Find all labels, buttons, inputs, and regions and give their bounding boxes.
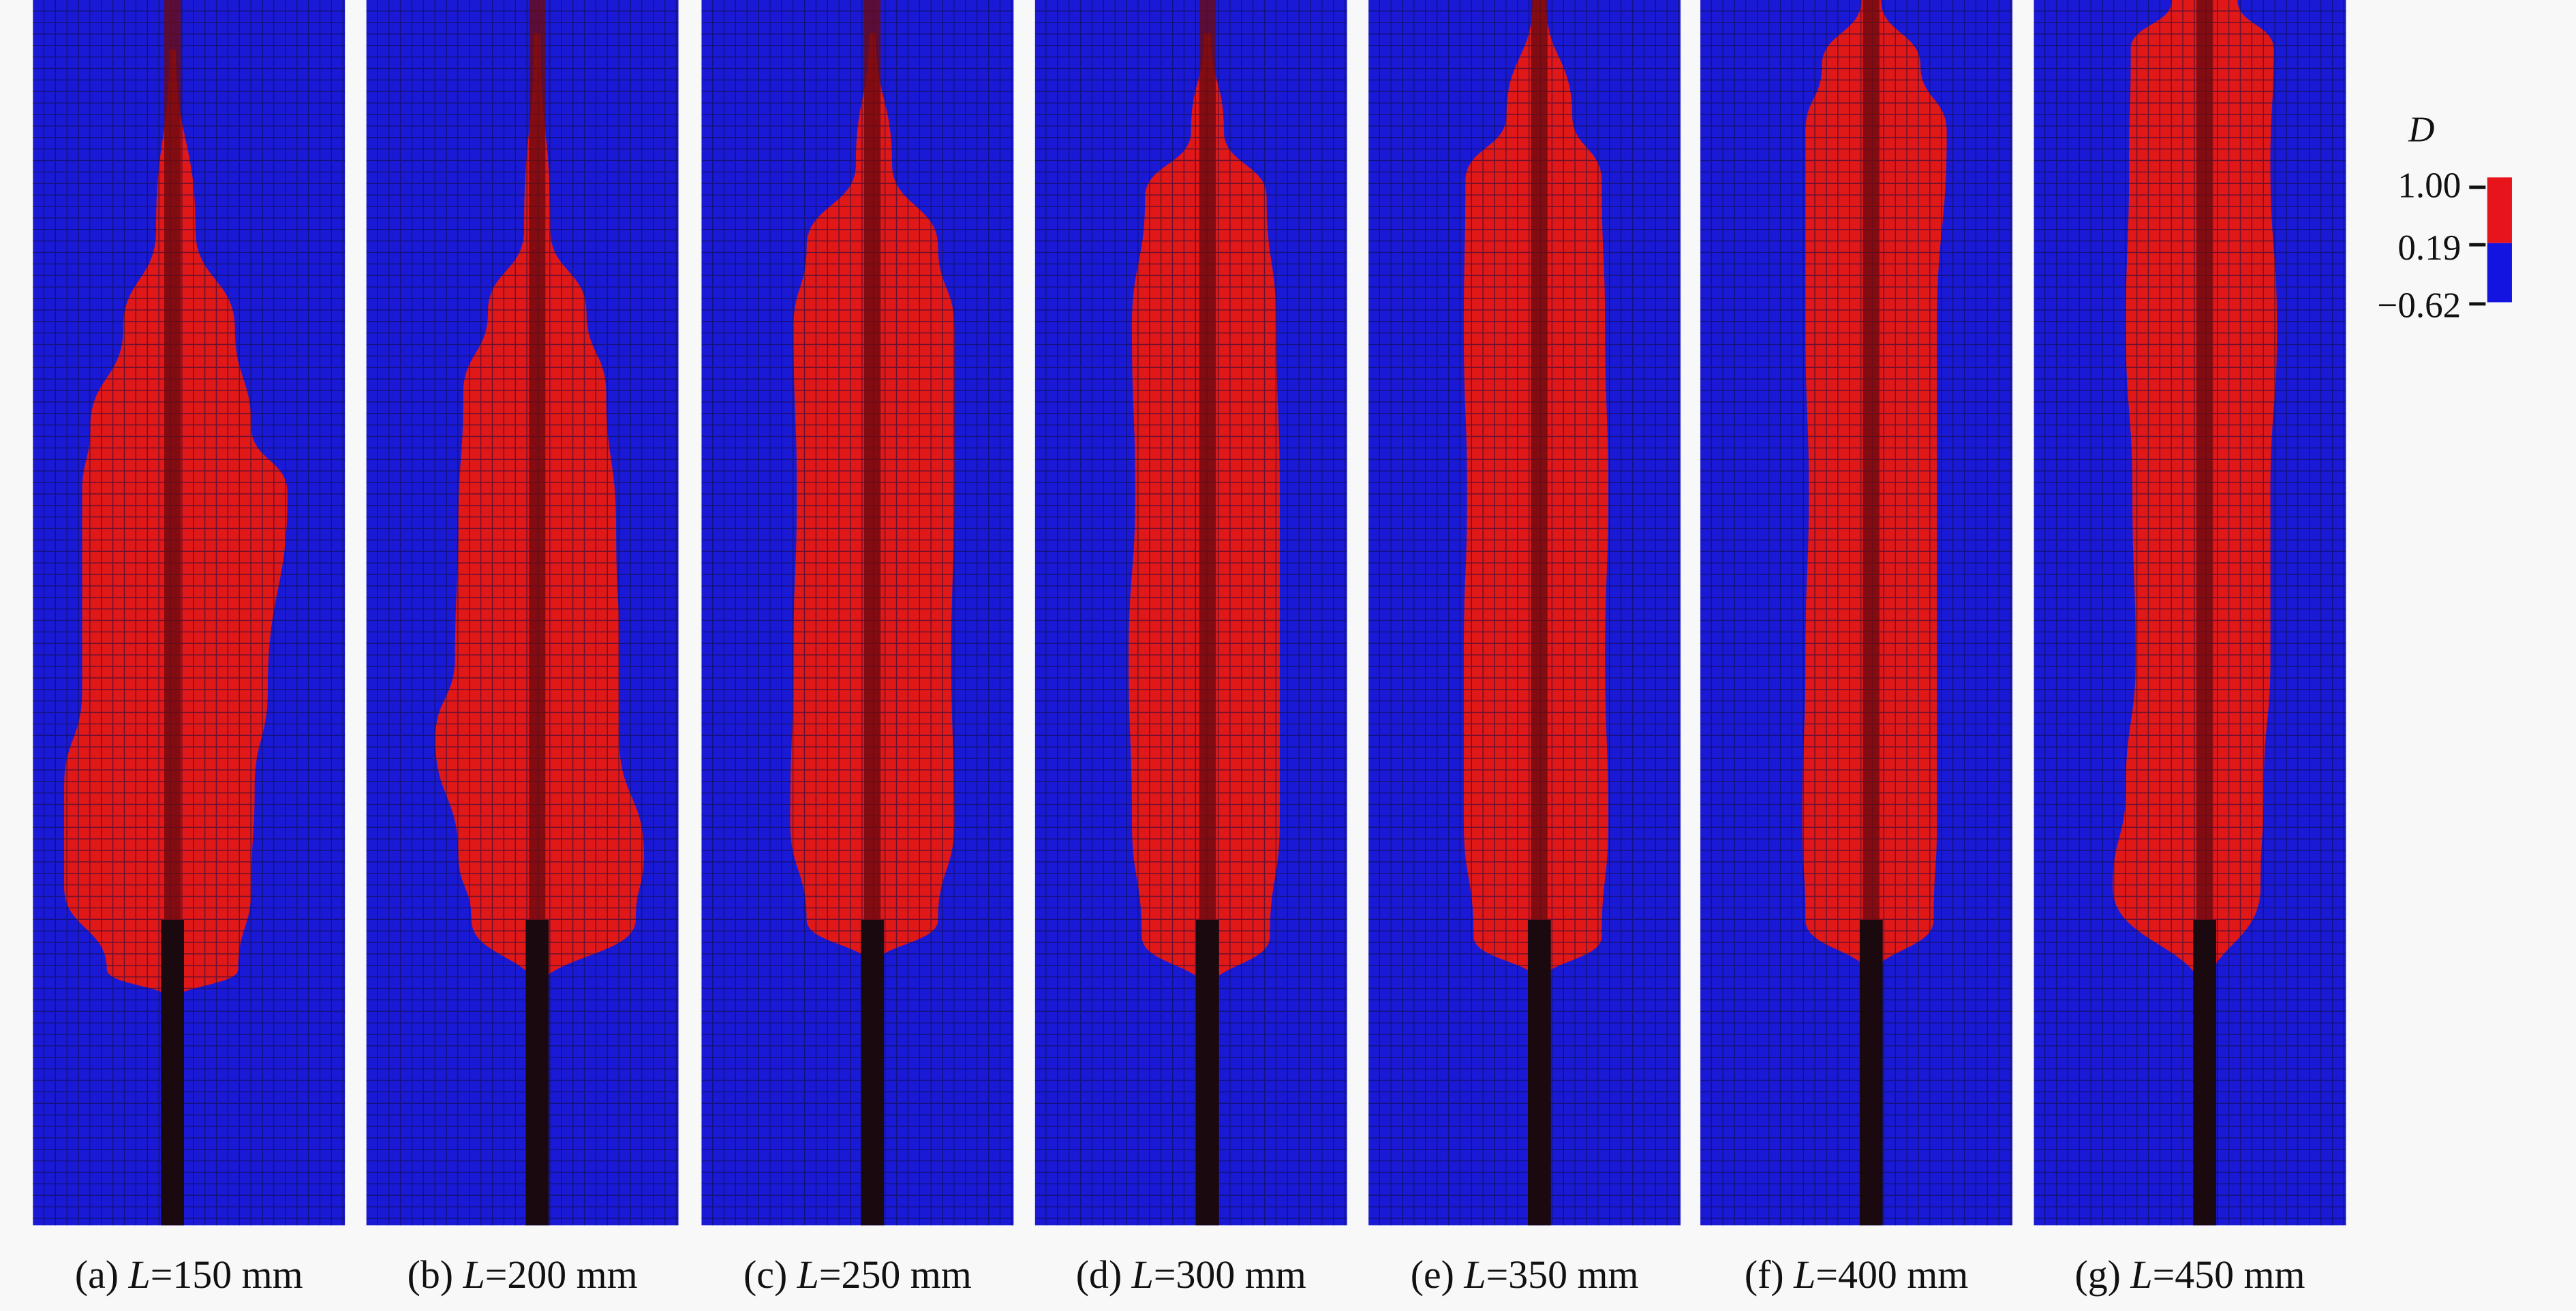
caption-label: (d) [1075, 1254, 1132, 1298]
caption-value: =300 mm [1153, 1254, 1306, 1298]
mesh-grid [701, 0, 1014, 1226]
panel-caption: (b) L=200 mm [333, 1255, 711, 1299]
caption-value: =250 mm [818, 1254, 972, 1298]
caption-variable: L [128, 1254, 151, 1298]
caption-value: =200 mm [485, 1254, 638, 1298]
caption-label: (e) [1410, 1254, 1465, 1298]
caption-variable: L [1464, 1254, 1486, 1298]
damage-panel-e [1368, 0, 1681, 1226]
legend-color-red [2487, 177, 2512, 243]
caption-variable: L [797, 1254, 819, 1298]
mesh-grid [2034, 0, 2346, 1226]
caption-label: (g) [2074, 1254, 2131, 1298]
anchor-rod-free [525, 919, 549, 1226]
damage-panel-f [1700, 0, 2013, 1226]
panel-caption: (a) L=150 mm [0, 1255, 378, 1299]
caption-value: =150 mm [150, 1254, 303, 1298]
anchor-rod-embedded [1862, 0, 1880, 929]
mesh-grid [1700, 0, 2013, 1226]
damage-panel-g [2034, 0, 2346, 1226]
caption-variable: L [1131, 1254, 1154, 1298]
anchor-rod-free [1527, 919, 1551, 1226]
panel-caption: (f) L=400 mm [1668, 1255, 2045, 1299]
caption-label: (a) [74, 1254, 129, 1298]
legend-tick-min: −0.62 [2377, 284, 2462, 326]
damage-panel-a [33, 0, 346, 1226]
legend-color-blue [2487, 243, 2512, 303]
legend-mark [2469, 302, 2486, 306]
mesh-grid [1368, 0, 1681, 1226]
anchor-rod-free [161, 919, 184, 1226]
panel-caption: (g) L=450 mm [2001, 1255, 2378, 1299]
damage-panel-d [1034, 0, 1347, 1226]
caption-label: (c) [743, 1254, 797, 1298]
caption-variable: L [463, 1254, 485, 1298]
panel-caption: (e) L=350 mm [1336, 1255, 1713, 1299]
anchor-rod-free [861, 919, 884, 1226]
anchor-rod-embedded [1531, 0, 1548, 929]
caption-variable: L [2130, 1254, 2153, 1298]
legend-title: D [2408, 108, 2435, 150]
mesh-grid [33, 0, 346, 1226]
mesh-grid [366, 0, 679, 1226]
anchor-rod-embedded [529, 0, 546, 929]
anchor-rod-embedded [864, 0, 881, 929]
legend-mark [2469, 185, 2486, 189]
damage-panel-c [701, 0, 1014, 1226]
legend-tick-mid: 0.19 [2397, 226, 2462, 268]
caption-label: (b) [407, 1254, 463, 1298]
legend-mark [2469, 243, 2486, 247]
anchor-rod-embedded [1199, 0, 1216, 929]
damage-legend: D 1.00 0.19 −0.62 [2365, 99, 2562, 345]
anchor-rod-embedded [2196, 0, 2213, 929]
damage-panel-b [366, 0, 679, 1226]
caption-value: =350 mm [1486, 1254, 1639, 1298]
anchor-rod-free [2193, 919, 2217, 1226]
legend-tick-max: 1.00 [2397, 164, 2462, 206]
caption-value: =400 mm [1815, 1254, 1969, 1298]
caption-label: (f) [1744, 1254, 1794, 1298]
panel-caption: (c) L=250 mm [669, 1255, 1046, 1299]
anchor-rod-embedded [164, 0, 181, 929]
caption-variable: L [1794, 1254, 1816, 1298]
caption-value: =450 mm [2152, 1254, 2305, 1298]
mesh-grid [1034, 0, 1347, 1226]
panel-caption: (d) L=300 mm [1002, 1255, 1380, 1299]
anchor-rod-free [1195, 919, 1219, 1226]
anchor-rod-free [1859, 919, 1883, 1226]
